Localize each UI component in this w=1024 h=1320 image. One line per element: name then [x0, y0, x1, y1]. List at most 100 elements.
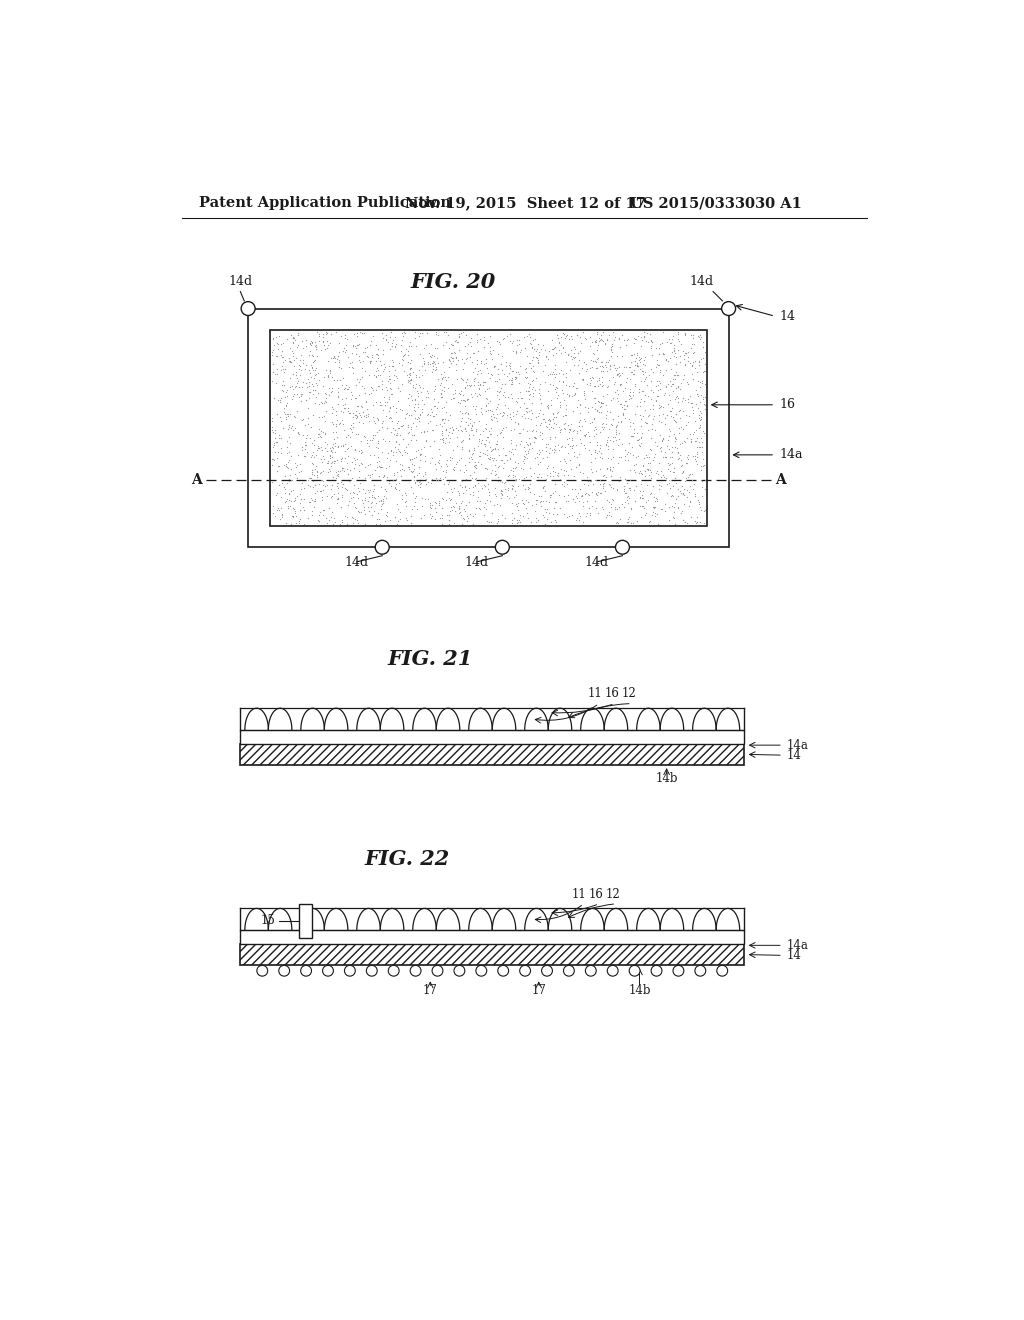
Point [286, 499, 302, 520]
Point [621, 487, 637, 508]
Point [366, 478, 382, 499]
Point [313, 420, 330, 441]
Point [414, 399, 430, 420]
Point [332, 513, 348, 535]
Point [287, 502, 303, 523]
Point [571, 510, 588, 531]
Point [275, 362, 292, 383]
Point [364, 331, 380, 352]
Point [371, 420, 387, 441]
Text: 14d: 14d [465, 557, 488, 569]
Point [437, 490, 454, 511]
Point [560, 465, 577, 486]
Point [427, 337, 443, 358]
Point [637, 346, 653, 367]
Point [392, 453, 409, 474]
Point [518, 444, 535, 465]
Point [670, 322, 686, 343]
Point [543, 389, 559, 411]
Point [581, 498, 597, 519]
Point [317, 508, 334, 529]
Text: 14: 14 [786, 949, 802, 962]
Point [275, 380, 292, 401]
Point [335, 341, 351, 362]
Point [478, 445, 495, 466]
Point [324, 502, 340, 523]
Point [660, 438, 677, 459]
Point [356, 467, 373, 488]
Point [435, 429, 452, 450]
Point [587, 392, 603, 413]
Point [529, 510, 546, 531]
Point [513, 457, 529, 478]
Point [514, 458, 530, 479]
Point [376, 486, 392, 507]
Point [401, 421, 418, 442]
Point [536, 507, 552, 528]
Point [373, 491, 389, 512]
Point [587, 442, 603, 463]
Point [442, 334, 459, 355]
Point [608, 364, 625, 385]
Point [282, 378, 298, 399]
Point [462, 375, 478, 396]
Point [635, 360, 651, 381]
Point [504, 374, 520, 395]
Point [609, 358, 626, 379]
Point [600, 426, 616, 447]
Point [516, 392, 532, 413]
Point [375, 339, 391, 360]
Point [410, 393, 426, 414]
Point [417, 488, 433, 510]
Point [311, 418, 328, 440]
Point [386, 478, 402, 499]
Point [465, 513, 481, 535]
Point [571, 393, 588, 414]
Point [379, 466, 395, 487]
Point [672, 351, 688, 372]
Point [439, 455, 456, 477]
Point [368, 380, 384, 401]
Point [569, 354, 586, 375]
Point [330, 385, 346, 407]
Point [393, 416, 410, 437]
Point [629, 354, 645, 375]
Point [627, 355, 643, 376]
Point [618, 330, 635, 351]
Point [684, 333, 700, 354]
Point [598, 329, 614, 350]
Point [603, 342, 620, 363]
Point [495, 417, 511, 438]
Point [268, 345, 285, 366]
Point [563, 478, 580, 499]
Point [442, 496, 459, 517]
Point [271, 474, 288, 495]
Point [322, 444, 338, 465]
Point [691, 436, 708, 457]
Point [278, 381, 294, 403]
Point [511, 342, 527, 363]
Point [370, 409, 386, 430]
Point [534, 412, 550, 433]
Point [366, 428, 382, 449]
Point [368, 492, 384, 513]
Point [397, 441, 414, 462]
Point [436, 396, 453, 417]
Point [357, 487, 374, 508]
Point [685, 445, 701, 466]
Point [370, 343, 386, 364]
Point [309, 436, 326, 457]
Point [635, 455, 651, 477]
Point [370, 347, 386, 368]
Point [504, 438, 520, 459]
Point [502, 358, 518, 379]
Point [692, 512, 709, 533]
Point [567, 378, 584, 399]
Point [388, 333, 404, 354]
Point [480, 432, 497, 453]
Point [297, 335, 313, 356]
Point [272, 391, 289, 412]
Point [317, 323, 334, 345]
Point [613, 446, 630, 467]
Point [330, 478, 346, 499]
